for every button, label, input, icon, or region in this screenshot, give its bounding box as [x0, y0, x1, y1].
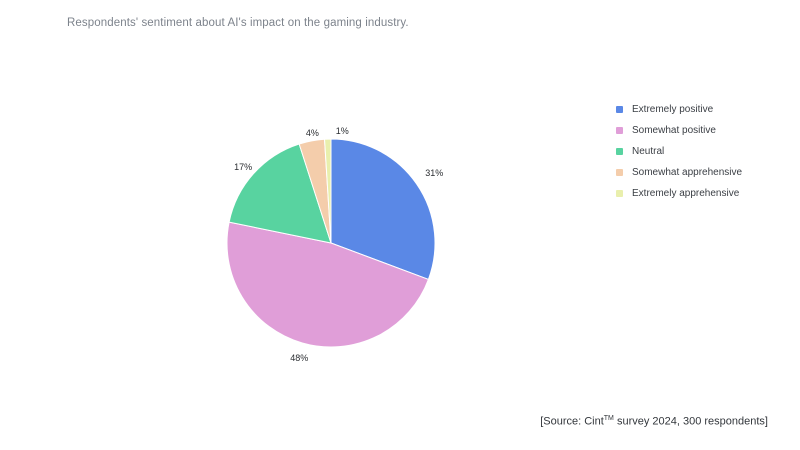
pie-slice: [330, 138, 436, 281]
legend-item-extremely-apprehensive: Extremely apprehensive: [616, 187, 742, 200]
legend-swatch-icon: [616, 190, 623, 197]
slice-label-neutral: 17%: [234, 161, 253, 172]
slice-label-somewhat-positive: 48%: [290, 353, 309, 364]
slice-label-extremely-apprehensive: 1%: [335, 126, 349, 137]
legend: Extremely positive Somewhat positive Neu…: [616, 103, 742, 208]
legend-swatch-icon: [616, 127, 623, 134]
legend-label: Extremely apprehensive: [632, 188, 740, 199]
slice-label-somewhat-apprehensive: 4%: [305, 128, 319, 139]
pie-slice: [226, 221, 430, 348]
legend-swatch-icon: [616, 148, 623, 155]
legend-item-somewhat-apprehensive: Somewhat apprehensive: [616, 166, 742, 179]
slice-label-extremely-positive: 31%: [425, 168, 444, 179]
source-prefix: [Source: Cint: [540, 415, 604, 428]
source-suffix: survey 2024, 300 respondents]: [613, 415, 768, 428]
legend-label: Neutral: [632, 146, 665, 157]
legend-label: Somewhat apprehensive: [632, 167, 743, 178]
chart-title: Respondents' sentiment about AI's impact…: [67, 17, 409, 29]
legend-label: Somewhat positive: [632, 125, 716, 136]
pie-slice: [324, 138, 332, 244]
source-note: [Source: CintTM survey 2024, 300 respond…: [540, 415, 768, 428]
legend-label: Extremely positive: [632, 104, 714, 115]
legend-item-somewhat-positive: Somewhat positive: [616, 124, 742, 137]
legend-swatch-icon: [616, 169, 623, 176]
legend-item-extremely-positive: Extremely positive: [616, 103, 742, 116]
legend-item-neutral: Neutral: [616, 145, 742, 158]
legend-swatch-icon: [616, 106, 623, 113]
pie-slice: [228, 143, 332, 244]
source-trademark: TM: [603, 415, 614, 422]
